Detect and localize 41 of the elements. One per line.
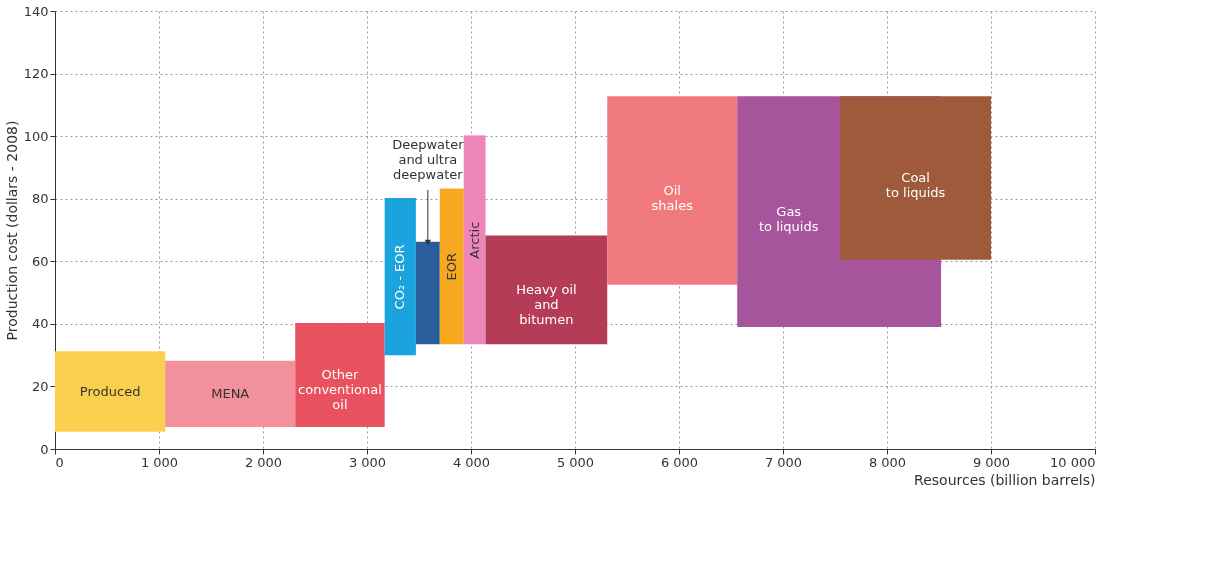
x-tick-label: 0: [55, 454, 64, 470]
series-label: Heavy oil and bitumen: [516, 282, 577, 328]
series-label: CO₂ - EOR: [392, 244, 408, 310]
bar: [384, 198, 416, 356]
y-tick-label: 140: [23, 3, 49, 19]
x-tick-label: 6 000: [660, 454, 699, 470]
x-tick-label: 9 000: [972, 454, 1011, 470]
series-label: Arctic: [466, 221, 482, 259]
x-tick-label: 1 000: [140, 454, 179, 470]
y-tick-label: 80: [31, 191, 49, 207]
x-tick-label: 4 000: [452, 454, 491, 470]
x-tick-label: 5 000: [556, 454, 595, 470]
y-axis-title: Production cost (dollars - 2008): [3, 120, 20, 341]
y-tick-label: 120: [23, 66, 49, 82]
y-tick-label: 0: [40, 441, 49, 457]
x-tick-label: 2 000: [244, 454, 283, 470]
y-tick-label: 20: [31, 378, 49, 394]
series-label: Coal to liquids: [885, 170, 946, 201]
bar: [439, 189, 464, 345]
series-label: EOR: [443, 253, 459, 281]
bar: [55, 352, 166, 432]
y-tick-label: 60: [31, 253, 49, 269]
bar: [295, 323, 385, 428]
x-tick-label: 3 000: [348, 454, 387, 470]
series-label: Other conventional oil: [298, 367, 382, 413]
bar: [463, 136, 486, 345]
x-axis-title: Resources (billion barrels): [914, 471, 1096, 488]
series-label: MENA: [211, 386, 250, 402]
bar: [415, 242, 440, 345]
series-label: Produced: [79, 383, 141, 399]
annotation: Deepwater and ultra deepwater: [392, 136, 465, 182]
x-tick-label: 8 000: [868, 454, 907, 470]
series-label: Gas to liquids: [758, 204, 819, 235]
y-tick-label: 40: [31, 316, 49, 332]
x-tick-label: 7 000: [764, 454, 803, 470]
x-tick-label: 10 000: [1050, 454, 1096, 470]
series-label: Oil shales: [651, 182, 694, 213]
y-tick-label: 100: [23, 128, 49, 144]
bar: [165, 361, 296, 428]
bar: [607, 97, 738, 285]
bar: [485, 236, 608, 345]
